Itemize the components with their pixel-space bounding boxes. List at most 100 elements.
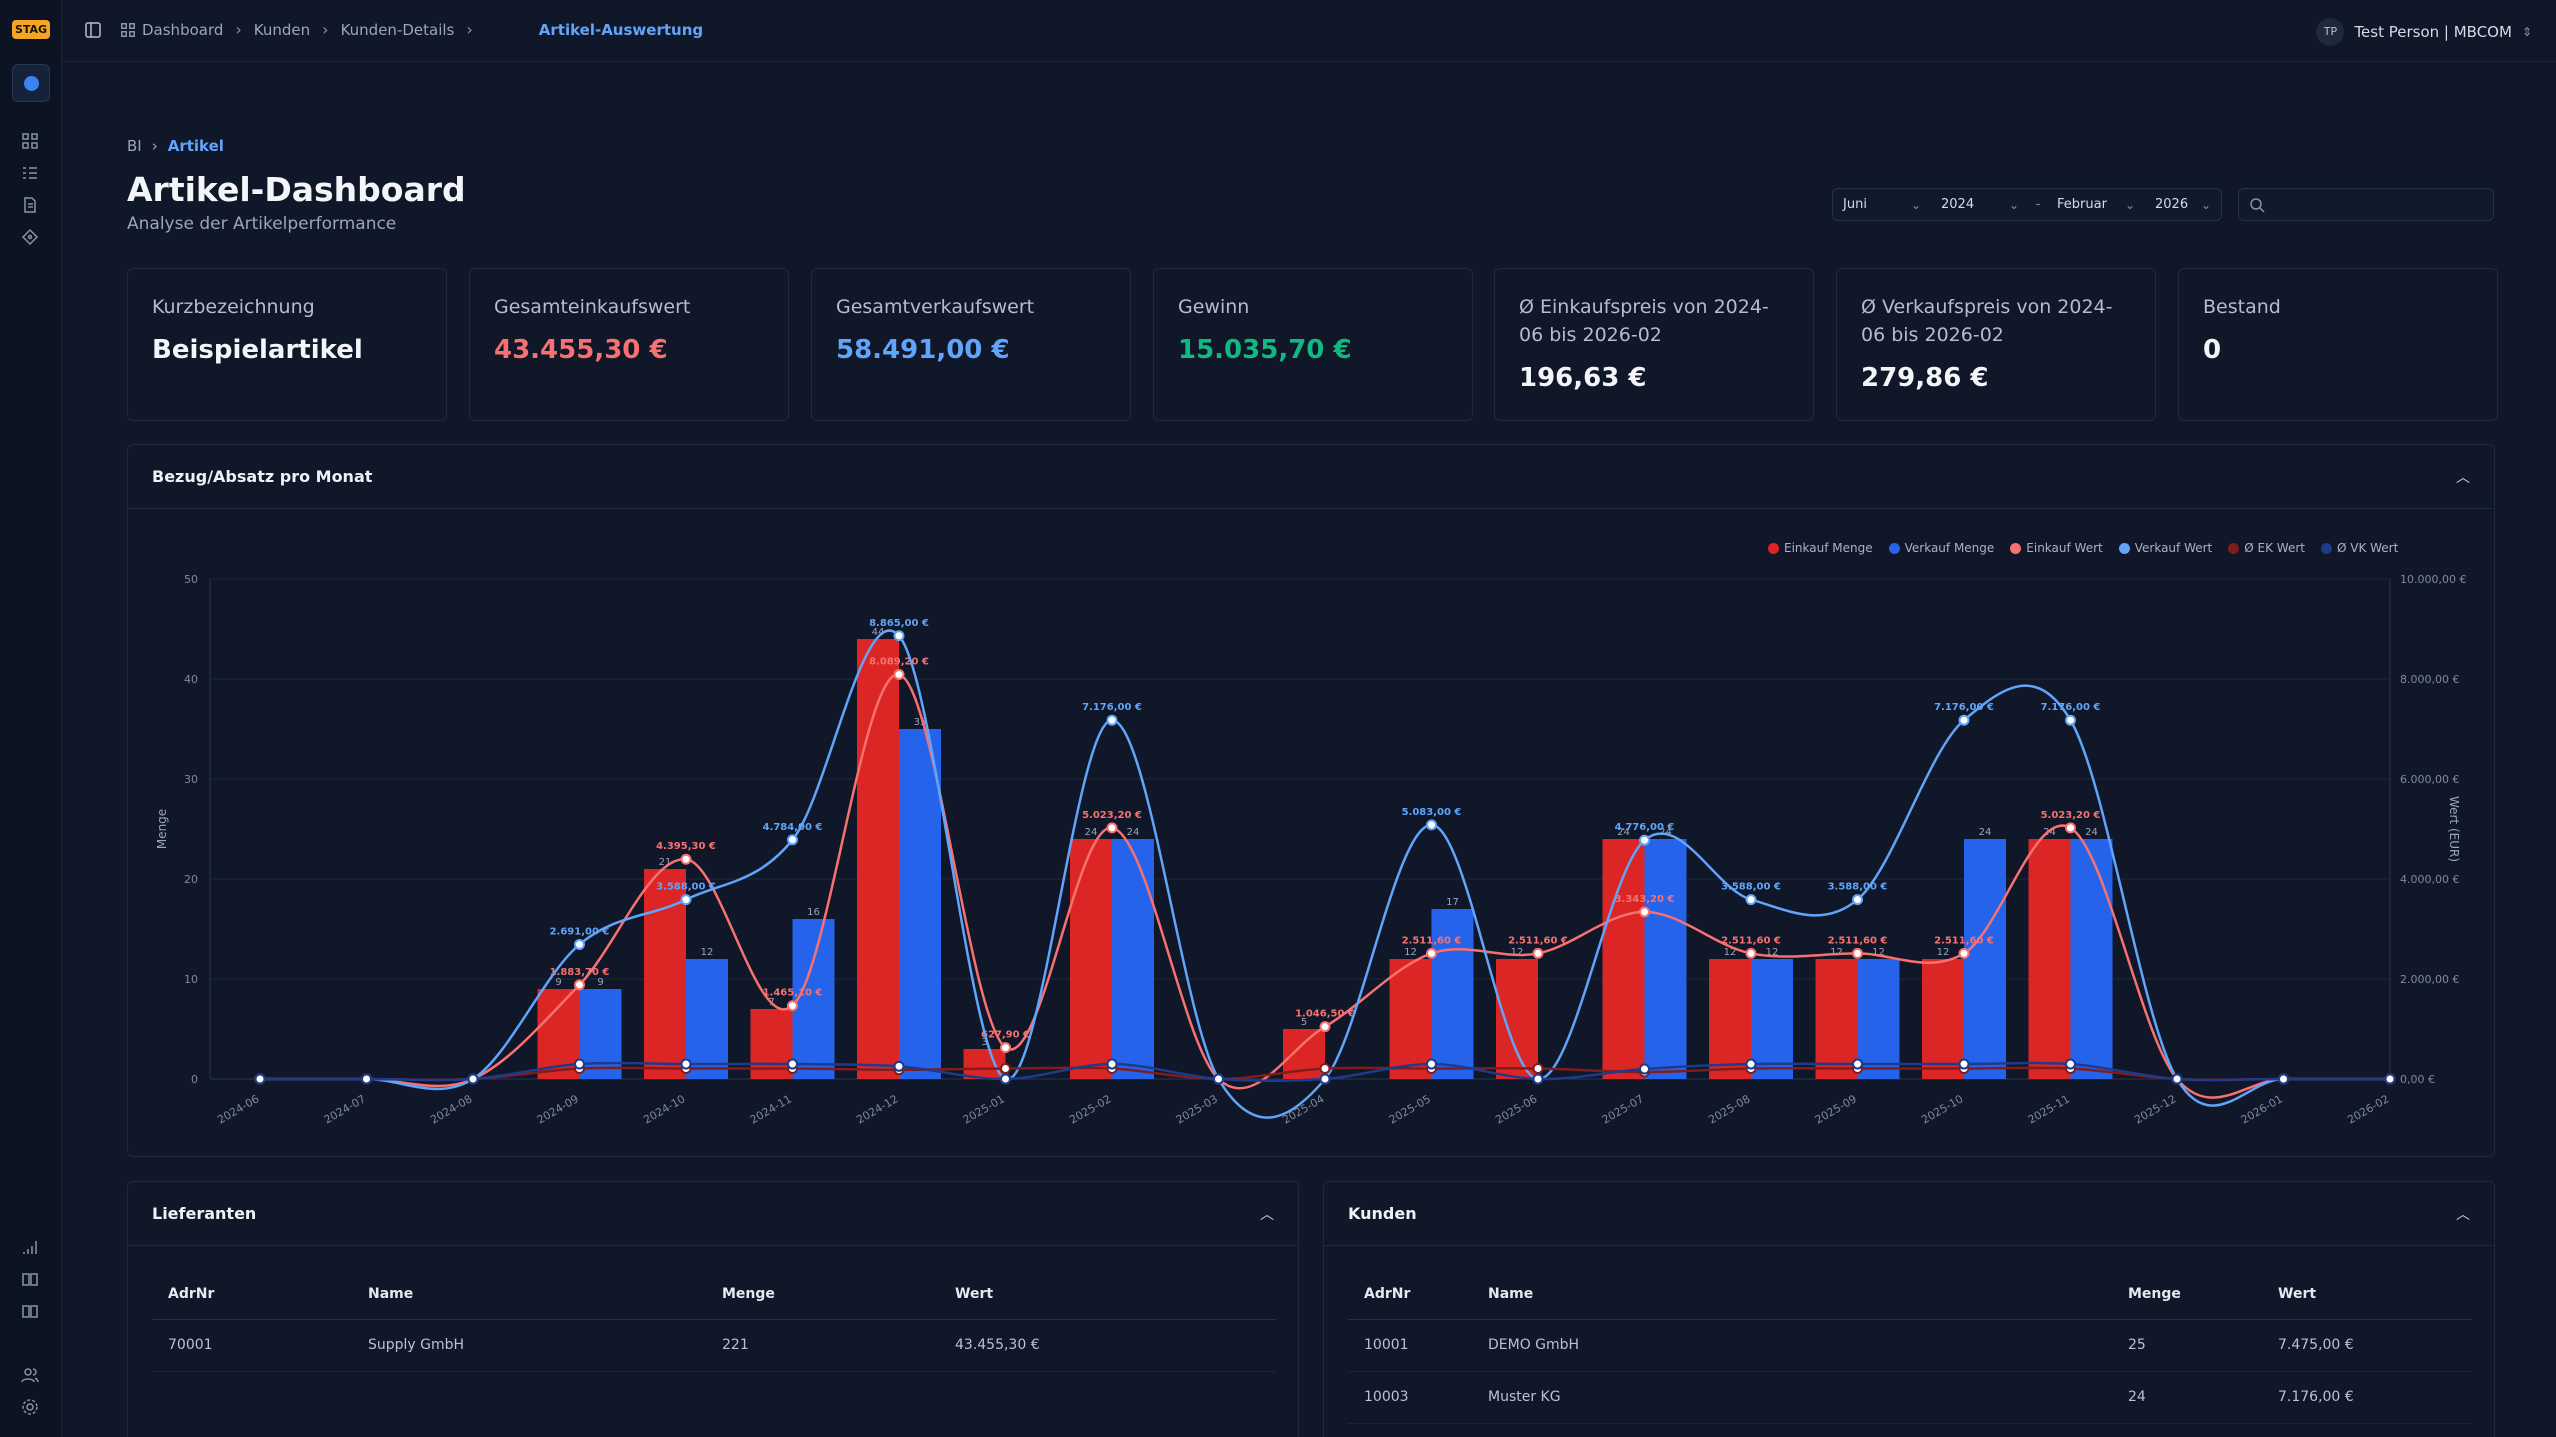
bar-einkauf-menge — [1815, 959, 1858, 1079]
legend-swatch — [2228, 542, 2240, 554]
line-point — [2171, 1073, 2183, 1085]
kunden-title: Kunden — [1348, 1204, 1417, 1223]
kpi-label: Kurzbezeichnung — [152, 296, 315, 318]
bar-value-label: 5 — [1301, 1017, 1307, 1028]
settings-icon[interactable] — [19, 1396, 41, 1418]
kpi-card: Ø Einkaufspreis von 2024-06 bis 2026-02 1… — [1494, 268, 1814, 421]
breadcrumb-kunden[interactable]: Kunden — [253, 20, 311, 39]
line-value-label: 5.023,20 € — [2041, 810, 2101, 821]
line-point — [1106, 714, 1118, 726]
bar-value-label: 24 — [1617, 827, 1630, 838]
user-menu[interactable]: TP Test Person | MBCOM ⇕ — [2316, 18, 2532, 46]
search-input[interactable] — [2238, 188, 2494, 221]
x-tick-label: 2024-12 — [854, 1092, 900, 1126]
list-check-icon[interactable] — [19, 162, 41, 184]
sidebar-toggle-icon[interactable] — [84, 21, 102, 39]
line-point — [787, 1000, 798, 1012]
bar-einkauf-menge — [1922, 959, 1964, 1079]
table-row[interactable]: 70001 Supply GmbH 221 43.455,30 € — [152, 1319, 1276, 1372]
table-cell: DEMO GmbH — [1488, 1319, 2128, 1372]
bar-verkauf-menge — [1112, 839, 1154, 1079]
table-row[interactable]: 10003 Muster KG 24 7.176,00 € — [1348, 1371, 2472, 1424]
legend-label: Ø VK Wert — [2336, 541, 2399, 555]
col-adrnr[interactable]: AdrNr — [152, 1269, 368, 1320]
y2-tick-label: 6.000,00 € — [2400, 773, 2459, 786]
bar-einkauf-menge — [1070, 839, 1112, 1079]
line-value-label: 8.865,00 € — [869, 618, 929, 629]
document-icon[interactable] — [19, 194, 41, 216]
line-point — [574, 1058, 585, 1070]
table-row[interactable]: 10001 DEMO GmbH 25 7.475,00 € — [1348, 1319, 2472, 1372]
kpi-label: Gesamtverkaufswert — [836, 296, 1035, 318]
bar-value-label: 12 — [1937, 947, 1950, 958]
chevron-up-icon[interactable]: ︿ — [1260, 1206, 1274, 1223]
line-point — [1958, 714, 1970, 726]
line-value-label: 1.046,50 € — [1295, 1009, 1355, 1020]
table-cell: 24 — [2128, 1371, 2278, 1424]
legend-swatch — [1768, 542, 1779, 554]
chart-panel: Bezug/Absatz pro Monat ︿ Einkauf Menge Ve… — [127, 444, 2495, 1157]
signal-icon[interactable] — [19, 1236, 41, 1258]
breadcrumb-kunden-details[interactable]: Kunden-Details — [340, 20, 455, 39]
chevron-right-icon: › — [322, 20, 329, 39]
lieferanten-header[interactable]: Lieferanten ︿ — [128, 1182, 1298, 1246]
kunden-header[interactable]: Kunden ︿ — [1324, 1182, 2494, 1246]
line-point — [2065, 822, 2076, 834]
col-menge[interactable]: Menge — [2128, 1269, 2278, 1320]
chevron-up-icon[interactable]: ︿ — [2456, 469, 2470, 486]
chevron-down-icon: ⌄ — [2200, 197, 2211, 212]
chart-svg: 0 10 20 30 40 50 0,00 € 2.000,00 € 4.000,00 € 6.0… — [155, 573, 2466, 1127]
x-tick-label: 2025-02 — [1067, 1092, 1113, 1126]
chart-panel-header[interactable]: Bezug/Absatz pro Monat ︿ — [128, 445, 2494, 509]
to-month-select[interactable]: Februar ⌄ — [2057, 197, 2135, 212]
col-wert[interactable]: Wert — [955, 1269, 1276, 1320]
legend-label: Einkauf Menge — [1784, 541, 1873, 555]
legend-item[interactable]: Einkauf Wert — [2010, 541, 2103, 555]
from-month-select[interactable]: Juni ⌄ — [1843, 197, 1921, 212]
legend-item[interactable]: Einkauf Menge — [1768, 541, 1873, 555]
kpi-value: 0 — [2203, 335, 2222, 365]
to-year-select[interactable]: 2026 ⌄ — [2155, 197, 2211, 212]
y2-tick-label: 0,00 € — [2400, 1073, 2435, 1086]
kunden-panel: Kunden ︿ AdrNr Name Menge Wert 10001 DEMO… — [1323, 1181, 2495, 1437]
kpi-value: 15.035,70 € — [1178, 335, 1352, 365]
y-tick-label: 40 — [184, 673, 198, 686]
line-point — [1958, 1058, 1970, 1070]
bar-value-label: 12 — [1830, 947, 1843, 958]
line-point — [893, 669, 905, 681]
line-point — [1426, 1058, 1437, 1070]
legend-item[interactable]: Verkauf Wert — [2118, 541, 2212, 555]
chevron-updown-icon: ⇕ — [2521, 25, 2532, 39]
breadcrumb-current: Artikel-Auswertung — [538, 20, 704, 39]
chevron-up-icon[interactable]: ︿ — [2456, 1206, 2470, 1223]
rail-item-bi[interactable] — [12, 64, 50, 102]
kpi-card: Bestand 0 — [2178, 268, 2498, 421]
table-header-row: AdrNr Name Menge Wert — [1348, 1269, 2472, 1320]
bar-verkauf-menge — [2070, 839, 2113, 1079]
x-tick-label: 2025-11 — [2026, 1092, 2072, 1126]
bar-verkauf-menge — [686, 959, 728, 1079]
col-name[interactable]: Name — [1488, 1269, 2128, 1320]
breadcrumb-dashboard[interactable]: Dashboard — [142, 20, 224, 39]
x-tick-label: 2026-02 — [2345, 1092, 2391, 1126]
legend-item[interactable]: Verkauf Menge — [1888, 541, 1994, 555]
legend-item[interactable]: Ø VK Wert — [2320, 541, 2399, 555]
book-icon[interactable] — [19, 1268, 41, 1290]
line-value-label: 1.883,70 € — [550, 967, 610, 978]
tag-icon[interactable] — [19, 226, 41, 248]
bar-value-label: 16 — [807, 907, 820, 918]
from-year-select[interactable]: 2024 ⌄ — [1941, 197, 2019, 212]
col-wert[interactable]: Wert — [2278, 1269, 2472, 1320]
users-icon[interactable] — [19, 1364, 41, 1386]
col-adrnr[interactable]: AdrNr — [1348, 1269, 1488, 1320]
legend-item[interactable]: Ø EK Wert — [2228, 541, 2305, 555]
book-open-icon[interactable] — [19, 1300, 41, 1322]
table-cell: 221 — [722, 1319, 955, 1372]
line-value-label: 1.465,10 € — [763, 988, 823, 999]
col-name[interactable]: Name — [368, 1269, 722, 1320]
page-breadcrumb-artikel: Artikel — [167, 137, 224, 155]
line-point — [1532, 947, 1544, 959]
grid-icon[interactable] — [19, 130, 41, 152]
col-menge[interactable]: Menge — [722, 1269, 955, 1320]
page-breadcrumb-bi[interactable]: BI — [127, 137, 142, 155]
